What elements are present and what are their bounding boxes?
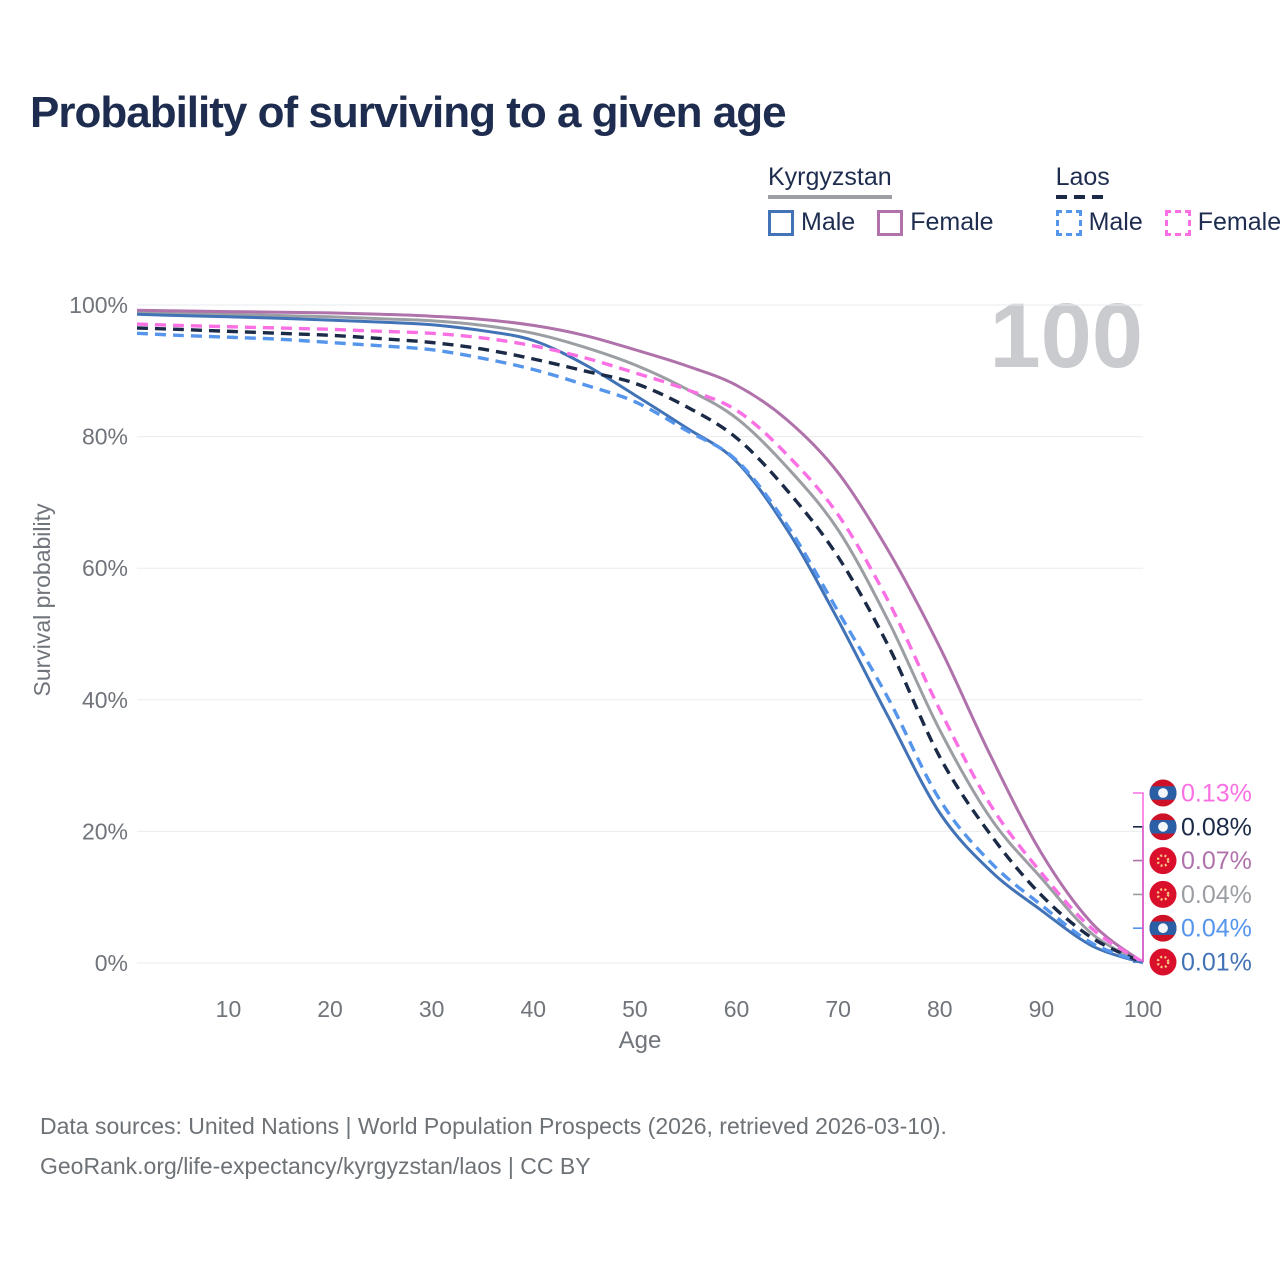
end-label-value: 0.07% (1181, 847, 1252, 875)
laos-flag-icon (1149, 779, 1177, 807)
attribution-text: GeoRank.org/life-expectancy/kyrgyzstan/l… (40, 1153, 591, 1179)
legend-item-kyrgyzstan-female[interactable]: Female (877, 208, 994, 237)
legend-item-laos-female[interactable]: Female (1164, 208, 1280, 237)
legend-item-label: Female (1197, 208, 1280, 236)
chart-legend: Kyrgyzstan Male Female Laos (768, 163, 1280, 237)
legend-country-kyrgyzstan[interactable]: Kyrgyzstan (768, 163, 892, 199)
survival-curve-kyrgyzstan-female[interactable] (136, 308, 1144, 964)
kyrgyzstan-flag-icon (1149, 847, 1177, 875)
legend-group-laos: Laos Male Female (1055, 163, 1280, 237)
end-label-value: 0.01% (1181, 949, 1252, 977)
end-label-value: 0.04% (1181, 915, 1252, 943)
legend-item-kyrgyzstan-male[interactable]: Male (768, 208, 855, 237)
footer: Data sources: United Nations | World Pop… (40, 1106, 947, 1186)
y-tick-label: 80% (82, 424, 128, 450)
survival-curve-laos-male[interactable] (136, 331, 1144, 965)
y-tick-label: 40% (82, 687, 128, 713)
laos-flag-icon (1149, 914, 1177, 942)
survival-curve-laos-female[interactable] (136, 322, 1144, 964)
x-tick-label: 60 (724, 996, 750, 1022)
y-tick-label: 0% (95, 950, 128, 976)
page-title: Probability of surviving to a given age (30, 88, 787, 137)
kyrgyzstan-line-sample (768, 195, 892, 199)
x-tick-label: 80 (927, 996, 953, 1022)
x-tick-label: 70 (825, 996, 851, 1022)
y-axis-title: Survival probability (29, 503, 55, 697)
end-label-value: 0.13% (1181, 780, 1252, 808)
x-tick-label: 30 (419, 996, 445, 1022)
leader-line (1133, 859, 1144, 962)
y-tick-label: 100% (69, 292, 128, 318)
legend-item-laos-male[interactable]: Male (1055, 208, 1143, 237)
survival-curve-kyrgyzstan-all[interactable] (136, 310, 1144, 965)
data-sources-text: Data sources: United Nations | World Pop… (40, 1113, 947, 1139)
laos-female-swatch-icon (1164, 209, 1191, 236)
legend-country-laos[interactable]: Laos (1055, 163, 1110, 199)
end-label-value: 0.08% (1181, 813, 1252, 841)
x-axis-title: Age (619, 1027, 662, 1054)
kyrgyzstan-flag-icon (1149, 948, 1177, 976)
x-tick-label: 40 (521, 996, 547, 1022)
kyrgyzstan-male-swatch-icon (768, 209, 794, 236)
x-tick-label: 90 (1029, 996, 1055, 1022)
legend-item-label: Male (1088, 208, 1143, 236)
leader-line (1133, 792, 1144, 962)
end-label-value: 0.04% (1181, 881, 1252, 909)
legend-country-label: Laos (1055, 163, 1110, 191)
survival-curve-kyrgyzstan-male[interactable] (136, 312, 1144, 965)
legend-item-label: Female (910, 208, 994, 236)
laos-male-swatch-icon (1055, 209, 1082, 236)
legend-group-kyrgyzstan: Kyrgyzstan Male Female (768, 163, 994, 237)
survival-curve-laos-all[interactable] (136, 326, 1144, 965)
x-tick-label: 20 (317, 996, 343, 1022)
laos-flag-icon (1149, 813, 1177, 841)
legend-country-label: Kyrgyzstan (768, 163, 892, 191)
kyrgyzstan-female-swatch-icon (877, 209, 904, 236)
laos-line-sample (1055, 195, 1110, 199)
kyrgyzstan-flag-icon (1149, 880, 1177, 908)
legend-item-label: Male (801, 208, 856, 236)
x-tick-label: 50 (622, 996, 648, 1022)
y-tick-label: 60% (82, 555, 128, 581)
y-tick-label: 20% (82, 818, 128, 844)
x-tick-label: 100 (1124, 996, 1162, 1022)
x-tick-label: 10 (216, 996, 242, 1022)
